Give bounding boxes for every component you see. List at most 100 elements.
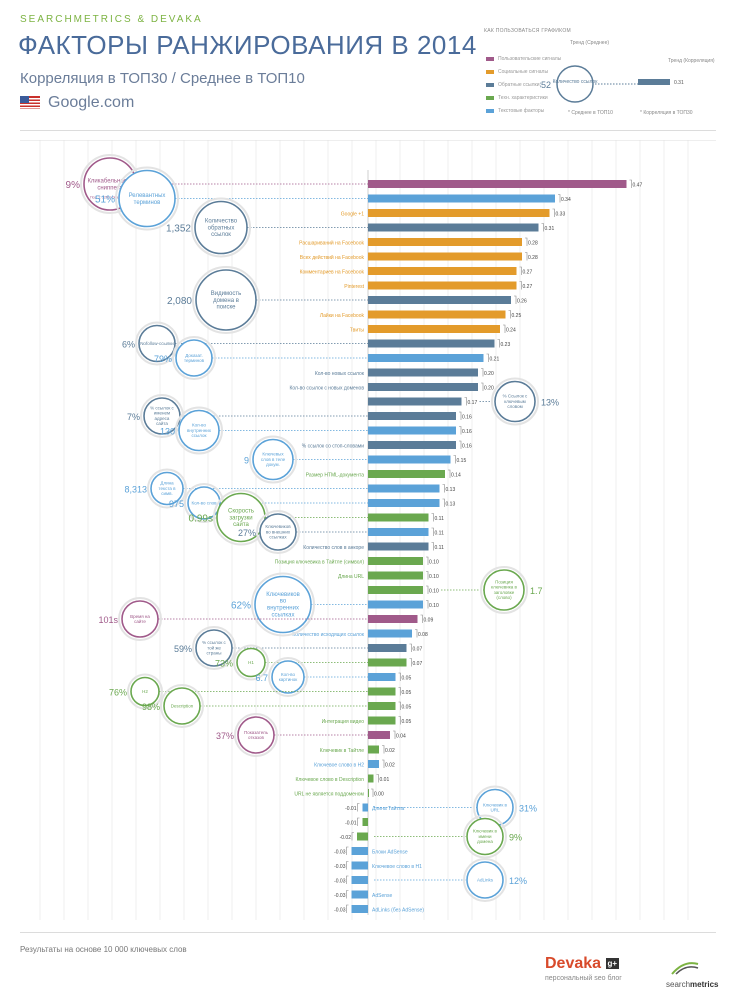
bar-category-label: Расшариваний на Facebook (299, 240, 364, 247)
bar-value-label: -0.03 (334, 879, 346, 885)
bubble-text: внутренних (267, 606, 299, 612)
bubble-text: имени (478, 834, 492, 839)
bar (368, 441, 456, 449)
bar (368, 383, 478, 391)
bar-category-label: Всех действий на Facebook (300, 254, 365, 261)
bubble-text: % ссылок с (202, 640, 226, 645)
bubble-value: 975 (169, 499, 184, 509)
bar (362, 803, 368, 812)
bar-category-label: Ключевик в Тайтле (320, 747, 364, 754)
bubble-value: 12% (509, 876, 527, 886)
legend-example-bubble-label: Количество ссылок (553, 79, 599, 85)
bubble-value: 27% (238, 528, 256, 538)
bubble-text: отказов (248, 735, 265, 740)
legend-example-corr: 0.31 (674, 80, 684, 86)
bubble-text: H2 (142, 689, 148, 694)
bubble-circle (216, 492, 266, 543)
bubble-text: во внешних (266, 529, 291, 534)
legend-example-bubble (556, 65, 594, 103)
bar-value-label: 0.26 (517, 299, 527, 305)
bubble-value: 8,313 (124, 485, 147, 495)
bubble-text: заголовке (494, 590, 515, 595)
bar-bracket (398, 672, 401, 681)
bar (351, 905, 368, 913)
bar-category-label: Интеграция видео (322, 719, 365, 725)
legend-avg-note: * Среднее в ТОП10 (568, 110, 613, 116)
bar-value-label: 0.01 (380, 777, 390, 783)
bubble-text: Время на (130, 614, 150, 619)
bar-bracket (558, 194, 561, 203)
bar (368, 760, 379, 768)
bar-category-label: URL не является поддоменом (294, 792, 364, 798)
bar-bracket (481, 368, 484, 377)
bar-bracket (453, 455, 456, 464)
bar-category-label: Длина Тайтла (372, 805, 405, 812)
bar-value-label: 0.27 (523, 270, 533, 276)
bubble-text: % ссылок с (150, 405, 174, 410)
bar-bracket (346, 846, 349, 855)
bar-bracket (409, 658, 412, 667)
bubble-circle (259, 513, 297, 551)
bubble-circle (466, 861, 504, 899)
bar (351, 847, 368, 855)
bubble-text: сайте (134, 618, 146, 624)
bar-bracket (464, 397, 467, 406)
bar (351, 876, 368, 884)
bubble-value: 9 (244, 456, 249, 466)
bar (368, 252, 522, 261)
bubble-value: 79% (154, 354, 172, 364)
bubble-text: H1 (248, 660, 254, 665)
bubble-circle (237, 716, 275, 754)
bar-value-label: 0.11 (435, 545, 445, 551)
bar (357, 832, 368, 841)
bar-bracket (398, 687, 401, 696)
bubble-text: AdLinks (477, 878, 494, 883)
bubble-halo (191, 197, 251, 258)
bubble-halo (118, 597, 162, 641)
bar-category-label: Лайки на Facebook (320, 312, 365, 319)
bar-bracket (346, 890, 349, 899)
searchmetrics-logo: searchmetrics (666, 962, 718, 989)
bubble-halo (233, 644, 269, 681)
bar-category-label: Ключевое слово в Description (296, 777, 365, 783)
bubble-text: ключевика в (491, 585, 517, 590)
bar-value-label: 0.05 (402, 690, 412, 696)
bar (368, 644, 407, 652)
bubble-value: 31% (519, 804, 537, 814)
bubble-circle (483, 569, 525, 611)
bubble-halo (256, 510, 300, 554)
bar-bracket (629, 179, 632, 188)
bubble-subtext: Поз. 1: 32% / Поз.10: 3% (90, 195, 130, 199)
bar-bracket (426, 600, 429, 609)
bubble-text: Кол-во (281, 672, 295, 677)
bar-value-label: 0.16 (462, 415, 472, 421)
bar-bracket (497, 339, 500, 348)
bar-bracket (426, 556, 429, 565)
bar-category-label: Блоки AdSense (372, 850, 408, 856)
bar (368, 180, 627, 188)
bar-bracket (346, 861, 349, 870)
bar-bracket (426, 571, 429, 580)
bar-bracket (481, 382, 484, 391)
bar (368, 702, 396, 710)
bar (368, 571, 423, 580)
bar (368, 731, 390, 739)
bar-value-label: 0.28 (528, 241, 538, 247)
bubble-value: 130 (160, 427, 175, 437)
bar-value-label: -0.03 (334, 850, 346, 856)
bubble-circle (118, 169, 176, 228)
bar (368, 426, 456, 435)
bubble-halo (463, 858, 507, 902)
bar-bracket (426, 585, 429, 594)
bar-value-label: 0.10 (429, 560, 439, 566)
bubble-text: внутренних (187, 428, 212, 433)
bubble-text: Nofollow-ссылки (140, 341, 174, 346)
bar (368, 223, 539, 232)
bubble-halo (491, 377, 539, 426)
bar (368, 325, 500, 333)
bar (368, 658, 407, 667)
bar-value-label: 0.14 (451, 473, 461, 479)
bubble-halo (251, 572, 315, 637)
bubble-text: адреса (155, 416, 170, 421)
bubble-value: 76% (109, 688, 127, 698)
